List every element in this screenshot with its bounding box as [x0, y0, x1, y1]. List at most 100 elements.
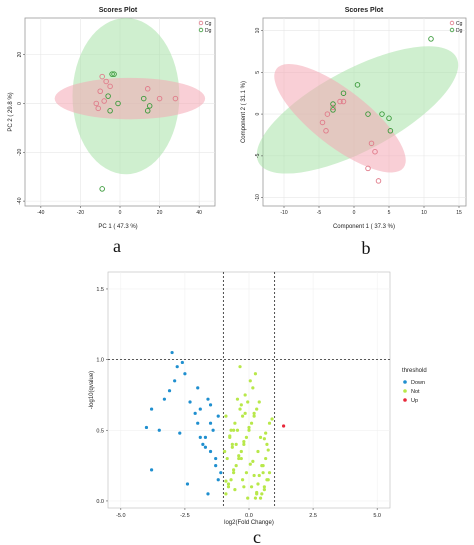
panel-a-ytick-label: -40: [17, 197, 23, 204]
panel-a-point-dg: [105, 93, 111, 99]
panel-c-xtick-label: 0.0: [245, 513, 253, 519]
panel-c-point-not: [253, 496, 258, 500]
panel-c-point-not: [267, 471, 272, 475]
panel-b-ytick-label: 5: [255, 71, 261, 74]
panel-c-point-not: [224, 414, 228, 418]
panel-a-point-dg: [111, 71, 117, 77]
panel-c-ytick-label: 1.5: [96, 287, 104, 293]
panel-b-point-dg: [428, 36, 434, 42]
panel-c-point-not: [256, 449, 260, 454]
panel-c-point-down: [198, 435, 202, 439]
panel-c-point-down: [203, 445, 208, 449]
panel-b-point-dg: [387, 128, 394, 134]
panel-c-point-not: [267, 421, 272, 425]
panel-b-point-dg: [354, 82, 361, 88]
panel-c-point-not: [232, 428, 236, 432]
panel-c-ytick-label: 1.0: [96, 358, 104, 364]
panel-b-title: Scores Plot: [345, 7, 384, 14]
panel-c-point-not: [238, 407, 242, 411]
panel-a-point-dg: [140, 95, 147, 102]
panel-c-point-not: [238, 365, 242, 369]
panel-c-point-down: [162, 397, 166, 401]
panel-b-point-cg: [337, 98, 343, 105]
panel-a-xtick-label: -20: [77, 210, 84, 216]
panel-c-point-not: [237, 454, 241, 458]
panel-c-point-not: [230, 442, 234, 447]
panel-c-point-not: [253, 372, 258, 376]
panel-a-point-cg: [97, 88, 103, 94]
panel-b-xlabel: Component 1 ( 37.3 %): [333, 224, 395, 230]
panel-b-ytick-label: 0: [255, 112, 261, 115]
panel-b-letter: b: [362, 238, 371, 258]
panel-c-point-not: [243, 411, 247, 415]
panel-c-point-not: [260, 492, 264, 496]
panel-c-point-not: [265, 442, 269, 447]
panel-a-point-dg: [107, 108, 113, 114]
panel-c-point-down: [175, 365, 179, 369]
panel-c-point-not: [247, 428, 251, 432]
panel-b-ytick-label: 10: [255, 28, 261, 34]
panel-c-point-not: [234, 464, 238, 468]
panel-a-point-dg: [99, 186, 105, 192]
panel-c-point-down: [211, 428, 215, 432]
panel-c-point-not: [237, 456, 241, 461]
panel-c-point-down: [216, 414, 220, 418]
panel-c-legend-label: Up: [411, 398, 418, 404]
panel-a-legend-marker: [198, 27, 204, 33]
panel-c-point-not: [242, 439, 246, 444]
panel-b-ytick-label: -10: [255, 194, 261, 201]
panel-c-point-not: [255, 407, 259, 411]
panel-a-point-dg: [144, 108, 151, 114]
panel-c-point-not: [242, 485, 246, 489]
panel-c-point-down: [216, 478, 220, 482]
panel-c-point-down: [185, 482, 190, 486]
panel-c-point-not: [230, 445, 234, 449]
panel-c-point-not: [266, 478, 270, 482]
panel-c-point-not: [224, 479, 228, 483]
panel-a-legend-marker: [198, 20, 204, 26]
panel-a-letter: a: [113, 236, 121, 256]
panel-b-point-cg: [365, 165, 371, 172]
panel-c-point-down: [196, 386, 200, 390]
panel-c-point-not: [258, 496, 263, 500]
panel-c-point-down: [157, 428, 161, 432]
panel-c-point-not: [262, 485, 266, 489]
panel-c-point-not: [257, 473, 261, 478]
panel-c-point-down: [208, 449, 213, 454]
panel-a-title: Scores Plot: [99, 7, 138, 14]
panel-b-xtick-label: 10: [421, 210, 427, 216]
panel-c-point-not: [248, 379, 252, 383]
panel-a-xtick-label: -40: [37, 210, 44, 216]
panel-c-point-down: [208, 421, 213, 425]
panel-b-xtick-label: -10: [280, 210, 287, 216]
panel-c-ytick-label: 0.0: [96, 499, 104, 505]
panel-c-point-not: [270, 417, 274, 421]
panel-b-point-dg: [330, 107, 336, 113]
panel-a-point-dg: [146, 103, 153, 109]
panel-b-legend-label: Cg: [456, 21, 463, 27]
panel-c-point-not: [262, 488, 266, 492]
panel-a-point-cg: [99, 73, 105, 80]
panel-c-point-not: [239, 456, 243, 461]
panel-c-point-down: [206, 397, 210, 401]
panel-c-point-not: [262, 437, 266, 441]
panel-a-ylabel: PC 2 ( 29.8 %): [8, 92, 14, 131]
panel-c-point-down: [170, 350, 174, 355]
panel-b-point-dg: [340, 90, 347, 96]
panel-c-point-not: [243, 393, 247, 397]
panel-b-point-dg: [365, 111, 371, 117]
panel-c-xtick-label: -2.5: [180, 513, 189, 519]
panel-b-point-cg: [372, 148, 378, 155]
panel-c-point-down: [203, 435, 208, 439]
panel-c-point-not: [247, 425, 251, 430]
panel-c-point-not: [261, 471, 265, 475]
panel-c-point-not: [246, 496, 250, 500]
panel-b-legend-marker: [449, 27, 455, 33]
panel-b-ylabel: Component 2 ( 31.1 %): [241, 81, 247, 143]
panel-c-point-not: [240, 478, 245, 482]
panel-c-point-down: [206, 492, 210, 496]
panel-c-point-down: [173, 379, 177, 383]
panel-a-ytick-label: -20: [17, 148, 23, 155]
panel-c-point-not: [246, 400, 250, 404]
